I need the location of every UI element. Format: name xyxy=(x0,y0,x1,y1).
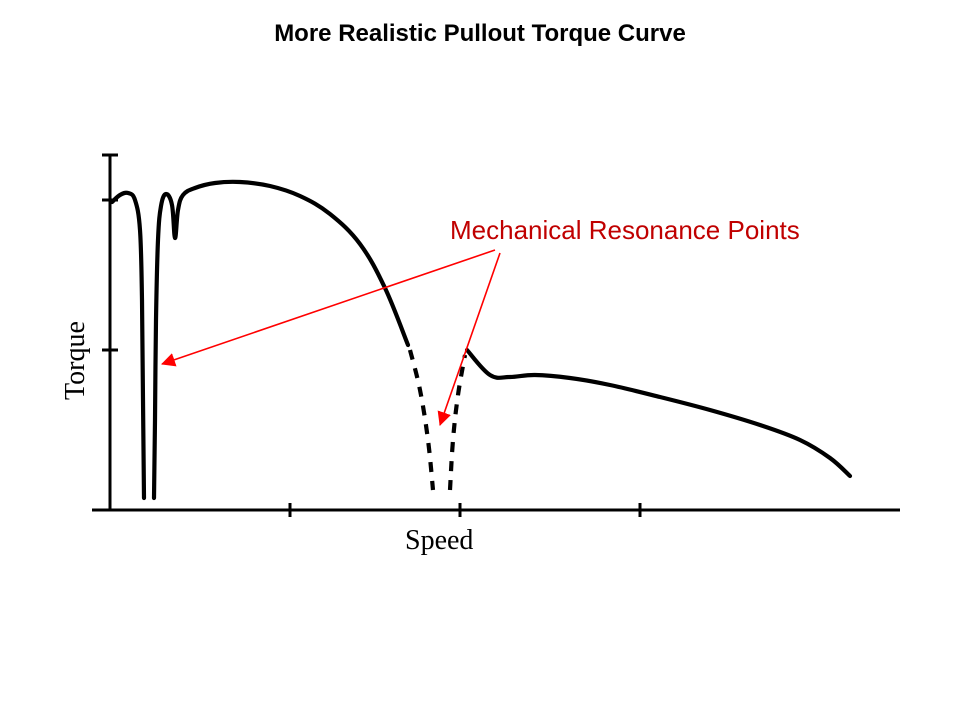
torque-curve-dashed xyxy=(410,350,433,490)
torque-curve-plot xyxy=(0,0,960,720)
annotation-arrow xyxy=(440,253,500,425)
torque-curve-segment xyxy=(154,182,408,498)
torque-curve-segment xyxy=(467,350,850,476)
torque-curve-segment xyxy=(112,193,144,498)
annotation-arrow xyxy=(162,250,495,364)
